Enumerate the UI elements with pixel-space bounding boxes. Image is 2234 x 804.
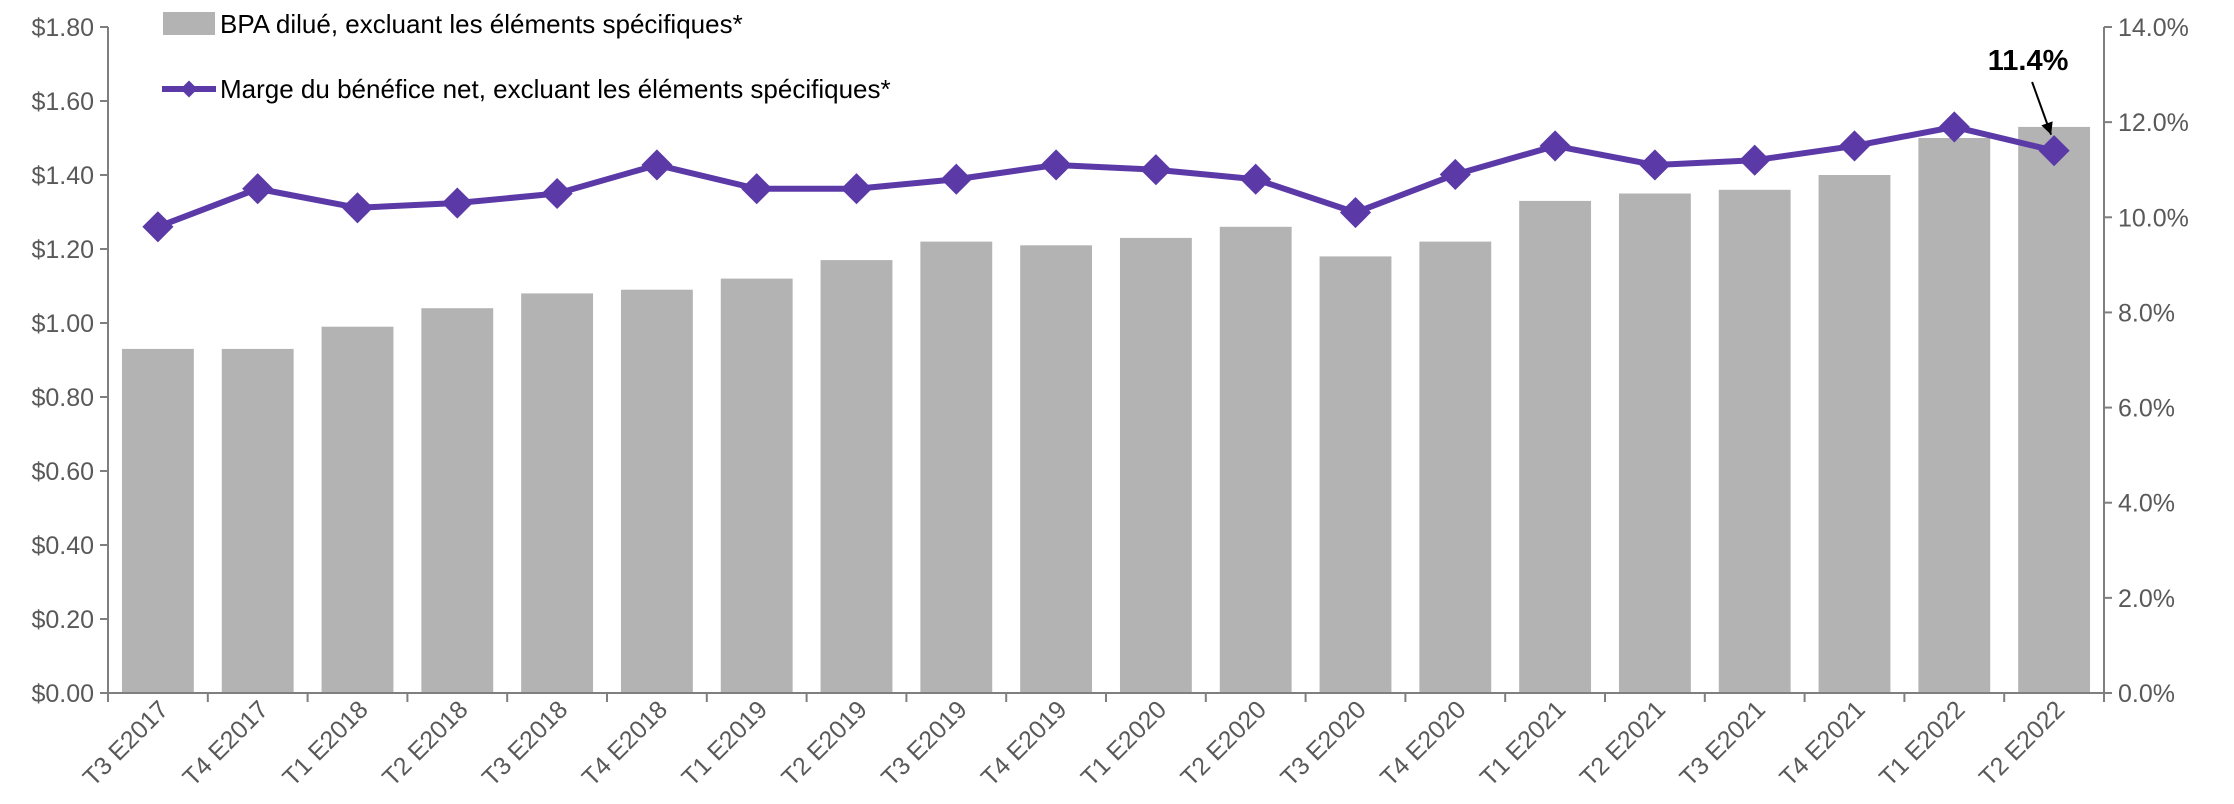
margin-marker bbox=[641, 149, 673, 181]
left-tick-label: $0.00 bbox=[31, 680, 94, 708]
margin-marker bbox=[1140, 154, 1172, 186]
margin-marker bbox=[1639, 149, 1671, 181]
left-tick-label: $1.60 bbox=[31, 88, 94, 116]
x-tick-label: T1 E2020 bbox=[1076, 695, 1172, 791]
x-tick-label: T1 E2018 bbox=[277, 695, 373, 791]
bar bbox=[121, 348, 194, 693]
x-tick-label: T2 E2018 bbox=[377, 695, 473, 791]
annotation: 11.4% bbox=[1988, 45, 2069, 136]
annotation-label: 11.4% bbox=[1988, 45, 2069, 77]
bar bbox=[1319, 256, 1392, 693]
left-tick-label: $1.80 bbox=[31, 14, 94, 42]
margin-marker bbox=[1040, 149, 1072, 181]
bar bbox=[920, 241, 993, 693]
margin-marker bbox=[1938, 111, 1970, 143]
x-tick-label: T4 E2020 bbox=[1375, 695, 1471, 791]
x-tick-label: T4 E2021 bbox=[1774, 695, 1870, 791]
margin-marker bbox=[341, 192, 374, 224]
x-tick-label: T1 E2022 bbox=[1874, 695, 1970, 791]
bars-layer bbox=[121, 126, 2091, 694]
bar bbox=[1618, 193, 1691, 693]
left-tick-label: $1.20 bbox=[31, 236, 94, 264]
bar bbox=[820, 260, 893, 693]
x-tick-label: T3 E2018 bbox=[477, 695, 573, 791]
margin-marker bbox=[541, 177, 573, 210]
right-tick-label: 10.0% bbox=[2118, 204, 2189, 232]
margin-marker bbox=[242, 173, 274, 205]
margin-marker bbox=[940, 163, 972, 195]
x-tick-label: T3 E2021 bbox=[1674, 695, 1770, 791]
margin-marker bbox=[1439, 158, 1471, 191]
x-tick-label: T4 E2017 bbox=[177, 695, 273, 791]
bar bbox=[720, 278, 793, 693]
margin-marker bbox=[1240, 163, 1272, 195]
margin-marker bbox=[741, 173, 773, 205]
bar bbox=[1219, 226, 1292, 694]
bar bbox=[1119, 237, 1192, 693]
bar bbox=[2018, 126, 2091, 693]
bar bbox=[521, 293, 594, 693]
legend-bar-label: BPA dilué, excluant les éléments spécifi… bbox=[220, 9, 743, 39]
right-tick-label: 8.0% bbox=[2118, 299, 2175, 327]
left-tick-label: $0.20 bbox=[31, 606, 94, 634]
bar bbox=[221, 348, 294, 693]
x-tick-label: T3 E2020 bbox=[1275, 695, 1371, 791]
x-tick-label: T3 E2019 bbox=[876, 695, 972, 791]
left-tick-label: $0.60 bbox=[31, 458, 94, 486]
bar bbox=[1918, 138, 1991, 693]
left-tick-label: $0.40 bbox=[31, 532, 94, 560]
bar bbox=[321, 326, 394, 693]
x-tick-label: T2 E2020 bbox=[1175, 695, 1271, 791]
left-tick-label: $0.80 bbox=[31, 384, 94, 412]
right-tick-label: 14.0% bbox=[2118, 14, 2189, 42]
x-tick-label: T1 E2019 bbox=[676, 695, 772, 791]
right-tick-label: 12.0% bbox=[2118, 109, 2189, 137]
bar bbox=[1818, 175, 1891, 693]
legend: BPA dilué, excluant les éléments spécifi… bbox=[162, 9, 891, 104]
x-tick-label: T3 E2017 bbox=[78, 695, 174, 791]
right-tick-label: 0.0% bbox=[2118, 680, 2175, 708]
x-tick-label: T2 E2022 bbox=[1974, 695, 2070, 791]
axes-layer bbox=[100, 26, 2112, 702]
x-tick-label: T4 E2018 bbox=[577, 695, 673, 791]
right-tick-label: 2.0% bbox=[2118, 585, 2175, 613]
right-tick-label: 4.0% bbox=[2118, 490, 2175, 518]
bar bbox=[1519, 200, 1592, 693]
right-tick-label: 6.0% bbox=[2118, 395, 2175, 423]
margin-line bbox=[156, 123, 2055, 230]
margin-marker bbox=[1539, 130, 1571, 162]
annotation-arrowhead bbox=[2041, 121, 2053, 135]
margin-marker bbox=[1838, 130, 1871, 162]
legend-line-marker bbox=[180, 80, 198, 98]
margin-marker bbox=[1339, 196, 1372, 229]
bar bbox=[1419, 241, 1492, 693]
x-tick-label: T4 E2019 bbox=[976, 695, 1072, 791]
x-tick-label: T2 E2021 bbox=[1575, 695, 1671, 791]
bar bbox=[1020, 245, 1093, 694]
margin-marker bbox=[1739, 144, 1771, 176]
x-tick-label: T1 E2021 bbox=[1475, 695, 1571, 791]
x-tick-label: T2 E2019 bbox=[776, 695, 872, 791]
left-tick-label: $1.40 bbox=[31, 162, 94, 190]
bar bbox=[620, 289, 693, 693]
legend-line-label: Marge du bénéfice net, excluant les élém… bbox=[220, 74, 891, 104]
bar bbox=[1718, 189, 1791, 694]
left-tick-label: $1.00 bbox=[31, 310, 94, 338]
margin-marker bbox=[840, 173, 873, 205]
legend-bar-swatch bbox=[163, 12, 215, 35]
margin-marker bbox=[441, 187, 473, 219]
margin-marker bbox=[142, 211, 174, 243]
bar bbox=[421, 308, 494, 693]
